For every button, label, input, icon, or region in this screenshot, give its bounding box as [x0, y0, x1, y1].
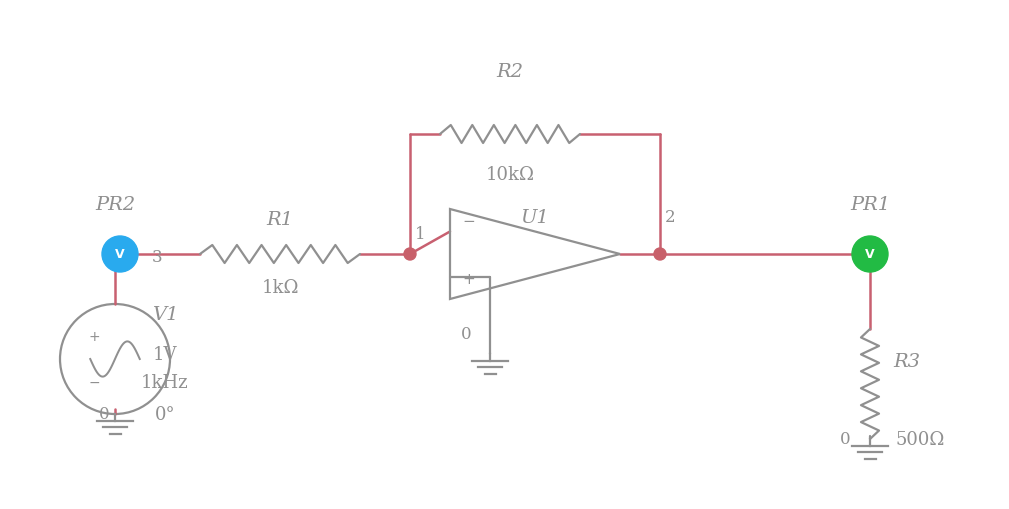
Text: 1kΩ: 1kΩ — [261, 278, 299, 296]
Text: 0°: 0° — [154, 405, 176, 423]
Text: V1: V1 — [151, 305, 179, 323]
Text: 2: 2 — [665, 209, 675, 226]
Text: 3: 3 — [151, 249, 162, 266]
Text: −: − — [462, 214, 475, 229]
Text: V: V — [865, 248, 875, 261]
Text: PR1: PR1 — [850, 195, 890, 214]
Text: 0: 0 — [461, 326, 471, 343]
Text: R2: R2 — [496, 63, 524, 81]
Text: PR2: PR2 — [95, 195, 135, 214]
Text: V: V — [115, 248, 125, 261]
Text: +: + — [462, 272, 475, 287]
Text: 1V: 1V — [152, 345, 178, 363]
Text: +: + — [89, 329, 100, 343]
Circle shape — [852, 237, 888, 272]
Text: 0: 0 — [99, 406, 109, 422]
Text: 0: 0 — [839, 431, 851, 447]
Circle shape — [102, 237, 138, 272]
Text: U1: U1 — [521, 209, 549, 227]
Text: 10kΩ: 10kΩ — [485, 165, 535, 184]
Circle shape — [654, 248, 666, 261]
Text: −: − — [89, 375, 100, 389]
Text: 500Ω: 500Ω — [895, 430, 944, 448]
Text: R3: R3 — [894, 352, 920, 370]
Text: 1: 1 — [415, 226, 426, 243]
Text: 1kHz: 1kHz — [141, 373, 189, 391]
Text: R1: R1 — [266, 211, 294, 229]
Circle shape — [404, 248, 416, 261]
